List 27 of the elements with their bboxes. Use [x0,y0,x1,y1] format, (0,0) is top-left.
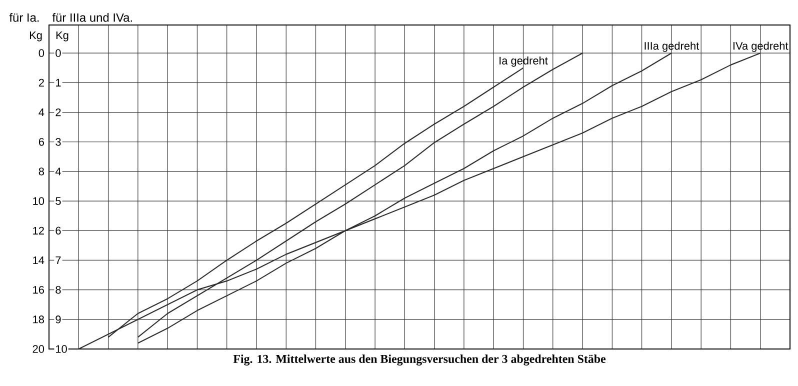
y2-tick-label: 5 [56,197,61,205]
y-tick-label: 8 [38,168,44,176]
y2-tick-label: 8 [56,286,61,294]
y-tick-label: 20 [32,345,44,353]
text: für Ia. [9,13,39,22]
y2-tick-label: 6 [56,226,61,235]
y-axis-title: Kg [30,32,42,42]
y-tick-label: 0 [38,49,44,57]
y2-tick-label: 7 [56,256,61,264]
text: Fig. 13. Mittelwerte aus den Biegungsversuchen der 3 abgedrehten Stäbe [233,354,606,366]
y2-tick-label: 10 [56,345,67,353]
y2-tick-label: 3 [56,138,61,146]
y-tick-label: 12 [33,226,44,234]
y2-tick-label: 0 [56,49,61,57]
y-tick-label: 4 [38,108,44,116]
y2-tick-label: 2 [56,108,61,116]
y-tick-label: 14 [33,256,44,264]
y-tick-label: 16 [33,286,44,294]
y2-axis-title: Kg [56,32,68,42]
y2-tick-label: 1 [56,78,61,86]
y-tick-label: 18 [33,316,44,324]
y-tick-label: 6 [38,138,44,146]
y-tick-label: 2 [38,78,44,87]
y2-tick-label: 4 [55,168,61,176]
y2-tick-label: 9 [56,316,61,324]
y-tick-label: 10 [33,197,44,205]
text: für IIIa und IVa. [52,13,132,22]
